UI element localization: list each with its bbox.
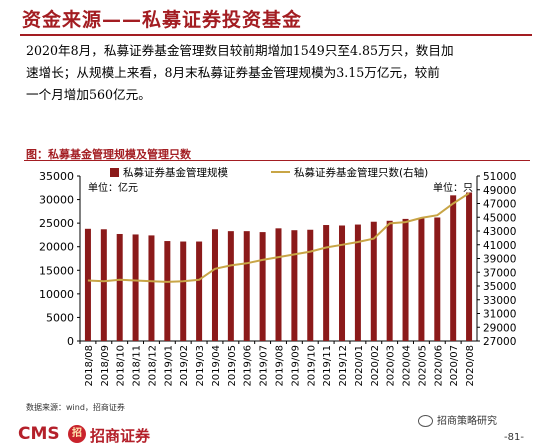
bar <box>291 230 298 341</box>
left-axis-tick-label: 0 <box>67 335 74 348</box>
left-axis-tick-label: 10000 <box>39 288 74 301</box>
x-axis-tick-label: 2018/08 <box>84 345 95 387</box>
wechat-tag: 招商策略研究 <box>418 412 497 427</box>
right-axis-tick-label: 49000 <box>483 185 516 197</box>
bar <box>450 195 457 341</box>
summary-line: 一个月增加560亿元。 <box>26 87 151 102</box>
legend-bar-label: 私募证券基金管理规模 <box>123 166 228 179</box>
right-axis-tick-label: 41000 <box>483 240 516 252</box>
bar <box>275 228 282 341</box>
bar <box>370 221 377 341</box>
x-axis-tick-label: 2018/12 <box>147 345 158 387</box>
left-axis-tick-label: 35000 <box>39 170 74 183</box>
bar <box>148 235 155 341</box>
right-axis-unit-label: 单位：只 <box>433 181 473 194</box>
right-axis-tick-label: 47000 <box>483 199 516 211</box>
x-axis-tick-label: 2018/09 <box>100 345 111 387</box>
bar <box>354 224 361 341</box>
bar <box>402 218 409 341</box>
x-axis-tick-label: 2019/07 <box>259 345 270 387</box>
bar <box>243 231 250 341</box>
x-axis-tick-label: 2020/08 <box>465 345 476 387</box>
data-source: 数据来源：wind，招商证券 <box>26 403 125 412</box>
right-axis-tick-label: 45000 <box>483 212 516 224</box>
bar <box>323 225 330 341</box>
bar <box>196 241 203 341</box>
right-axis-tick-label: 33000 <box>483 295 516 307</box>
brand-logo-icon: 招 <box>68 425 86 443</box>
right-axis-tick-label: 35000 <box>483 281 516 293</box>
page-number: -81- <box>504 432 524 443</box>
x-axis-tick-label: 2020/04 <box>402 345 413 387</box>
bar <box>132 234 139 341</box>
x-axis-tick-label: 2019/05 <box>227 345 238 387</box>
bar <box>180 241 187 341</box>
x-axis-tick-label: 2019/02 <box>179 345 190 387</box>
left-axis-tick-label: 5000 <box>46 311 74 324</box>
bar <box>259 232 266 341</box>
x-axis-tick-label: 2020/07 <box>449 345 460 387</box>
chart-title: 图：私募基金管理规模及管理只数 <box>26 148 191 161</box>
bar <box>100 229 107 341</box>
brand-name: 招商证券 <box>90 427 151 445</box>
right-axis-tick-label: 27000 <box>483 336 516 348</box>
x-axis-tick-label: 2019/10 <box>306 345 317 387</box>
x-axis-tick-label: 2020/05 <box>417 345 428 387</box>
x-axis-tick-label: 2020/06 <box>433 345 444 387</box>
left-axis-tick-label: 20000 <box>39 241 74 254</box>
left-axis-tick-label: 15000 <box>39 264 74 277</box>
bar <box>386 220 393 341</box>
right-axis-tick-label: 37000 <box>483 267 516 279</box>
bar <box>434 217 441 341</box>
bar <box>164 241 171 341</box>
bar <box>116 233 123 341</box>
page-title: 资金来源——私募证券投资基金 <box>22 9 303 31</box>
left-axis-unit-label: 单位：亿元 <box>88 181 138 194</box>
right-axis-tick-label: 51000 <box>483 171 516 183</box>
x-axis-tick-label: 2019/12 <box>338 345 349 387</box>
x-axis-tick-label: 2020/03 <box>386 345 397 387</box>
right-axis-tick-label: 43000 <box>483 226 516 238</box>
brand-logo-text: CMS <box>18 424 60 444</box>
wechat-label: 招商策略研究 <box>437 416 497 427</box>
summary-paragraph: 2020年8月，私募证券基金管理数目较前期增加1549只至4.85万只，数目加 … <box>26 40 526 106</box>
bar <box>466 192 473 341</box>
right-axis-tick-label: 29000 <box>483 322 516 334</box>
legend-line-label: 私募证券基金管理只数(右轴) <box>294 166 428 179</box>
summary-line: 2020年8月，私募证券基金管理数目较前期增加1549只至4.85万只，数目加 <box>26 43 454 58</box>
x-axis-tick-label: 2018/10 <box>116 345 127 387</box>
x-axis-tick-label: 2019/08 <box>275 345 286 387</box>
x-axis-tick-label: 2019/03 <box>195 345 206 387</box>
summary-line: 速增长；从规模上来看，8月末私募证券基金管理规模为3.15万亿元，较前 <box>26 65 440 80</box>
wechat-icon <box>418 415 433 427</box>
legend-bar-swatch <box>110 168 119 177</box>
bar <box>211 229 218 341</box>
bar <box>307 229 314 341</box>
x-axis-tick-label: 2018/11 <box>132 345 143 387</box>
right-axis-tick-label: 39000 <box>483 254 516 266</box>
line-series <box>87 192 470 283</box>
chart-title-rule <box>24 160 530 161</box>
x-axis-tick-label: 2019/06 <box>243 345 254 387</box>
x-axis-tick-label: 2019/11 <box>322 345 333 387</box>
left-axis-tick-label: 25000 <box>39 217 74 230</box>
right-axis-tick-label: 31000 <box>483 309 516 321</box>
x-axis-tick-label: 2019/01 <box>163 345 174 387</box>
bar <box>84 228 91 341</box>
x-axis-tick-label: 2020/02 <box>370 345 381 387</box>
x-axis-tick-label: 2020/01 <box>354 345 365 387</box>
x-axis-tick-label: 2019/04 <box>211 345 222 387</box>
bar <box>418 218 425 341</box>
bar <box>339 225 346 341</box>
bar <box>227 231 234 341</box>
x-axis-tick-label: 2019/09 <box>290 345 301 387</box>
title-rule <box>20 34 532 36</box>
left-axis-tick-label: 30000 <box>39 194 74 207</box>
